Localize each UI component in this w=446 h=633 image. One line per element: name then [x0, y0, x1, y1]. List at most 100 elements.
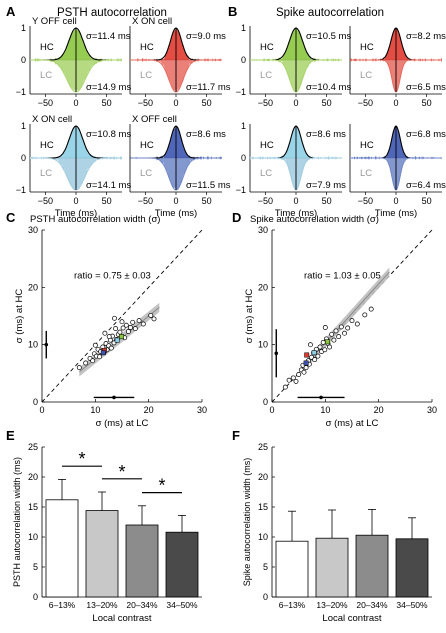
- y-mean-marker: [274, 351, 279, 356]
- autocorr-cell-8: HC LC σ=6.8 ms σ=6.4 ms −50 0 50 Time (ms): [349, 124, 446, 219]
- panel-letter-e: E: [6, 428, 15, 443]
- panel-letter-b: B: [228, 4, 237, 19]
- bar-panels: 0 5 10 15 20 25 6–13% 13–20% 20–34% 34–50% * * * Loca…: [12, 442, 432, 624]
- x-tick-label: 0: [393, 196, 398, 206]
- data-point: [76, 365, 82, 371]
- data-point: [148, 312, 154, 318]
- y-tick-label: 0: [263, 592, 268, 602]
- highlight-point: [100, 350, 106, 356]
- sigma-hc-label: σ=8.2 ms: [406, 31, 446, 42]
- sigma-hc-label: σ=10.5 ms: [306, 31, 351, 42]
- data-point: [354, 321, 360, 327]
- sigma-lc-label: σ=14.1 ms: [86, 180, 131, 191]
- x-tick-label: 50: [102, 196, 112, 206]
- scatter-panels: 0 10 20 30 0 10 20 30 ratio = 0.75 ± 0.03 σ (ms) …: [14, 225, 437, 429]
- fit-line: [308, 271, 390, 361]
- hc-label: HC: [260, 42, 274, 53]
- data-point: [102, 330, 108, 336]
- y-tick-label: 10: [28, 532, 38, 542]
- data-point: [151, 316, 157, 322]
- data-point: [362, 312, 368, 318]
- y-tick-label: 10: [28, 340, 38, 350]
- y-tick-label: 0: [33, 397, 38, 407]
- ratio-annotation: ratio = 1.03 ± 0.05: [304, 271, 381, 282]
- x-tick-label: −50: [358, 196, 373, 206]
- data-point: [120, 325, 126, 331]
- y-tick-label: 5: [33, 562, 38, 572]
- data-point: [282, 384, 288, 390]
- data-point: [112, 315, 117, 321]
- x-tick-label: 30: [197, 405, 207, 415]
- x-tick-label: −50: [258, 98, 273, 108]
- x-tick-label: 50: [422, 196, 432, 206]
- hc-label: HC: [260, 140, 274, 151]
- y-mean-marker: [44, 342, 49, 347]
- bar: [165, 531, 199, 598]
- hc-label: HC: [360, 42, 374, 53]
- data-point: [125, 329, 131, 334]
- x-tick-label: 50: [202, 196, 212, 206]
- x-tick-label: 50: [102, 98, 112, 108]
- panel-title-a: PSTH autocorrelation: [57, 7, 167, 19]
- y-tick-label: 0: [33, 592, 38, 602]
- bar: [125, 524, 159, 598]
- data-point: [132, 326, 138, 332]
- sigma-hc-label: σ=8.6 ms: [306, 129, 346, 140]
- significance-star: *: [118, 462, 125, 482]
- x-tick-label: −50: [258, 196, 273, 206]
- x-tick-label: 34–50%: [396, 600, 428, 610]
- data-point: [113, 326, 119, 332]
- y-tick-label: 5: [263, 562, 268, 572]
- y-tick-label: −1: [16, 185, 26, 195]
- x-axis-label: σ (ms) at LC: [326, 418, 379, 429]
- sigma-lc-label: σ=6.5 ms: [406, 82, 446, 93]
- highlight-point: [114, 337, 120, 343]
- x-axis-label: Time (ms): [155, 208, 197, 219]
- cell-type-label: Y OFF cell: [32, 16, 77, 27]
- x-tick-label: 20: [144, 405, 154, 415]
- autocorr-cell-6: HC LC σ=8.2 ms σ=6.5 ms −50 0 50: [349, 26, 446, 108]
- y-tick-label: 0: [21, 55, 26, 65]
- data-point: [119, 319, 125, 325]
- y-tick-label: 0: [263, 397, 268, 407]
- x-tick-label: 0: [293, 98, 298, 108]
- data-point: [293, 378, 299, 384]
- autocorr-cell-5: HC LC σ=10.5 ms σ=10.4 ms 1 0 −1 −50 0 50: [236, 23, 352, 108]
- data-point: [322, 347, 328, 353]
- x-axis-label: Time (ms): [375, 208, 417, 219]
- y-tick-label: 20: [28, 472, 38, 482]
- panel-letter-f: F: [232, 428, 240, 443]
- y-tick-label: 30: [28, 225, 38, 235]
- data-point: [123, 322, 129, 328]
- bar: [395, 538, 429, 598]
- data-point: [130, 319, 136, 325]
- data-point: [92, 342, 98, 348]
- y-tick-label: 0: [241, 153, 246, 163]
- bar: [355, 534, 389, 598]
- significance-star: *: [158, 476, 165, 496]
- x-tick-label: 0: [173, 196, 178, 206]
- data-point: [290, 375, 296, 381]
- bar: [45, 499, 79, 598]
- lc-label: LC: [140, 70, 152, 81]
- x-tick-label: 50: [422, 98, 432, 108]
- sigma-lc-label: σ=11.7 ms: [186, 82, 231, 93]
- data-point: [286, 377, 292, 383]
- highlight-point: [119, 334, 124, 340]
- x-axis-label: Local contrast: [92, 613, 152, 624]
- panel-title-d: Spike autocorrelation width (σ): [250, 214, 379, 225]
- significance-star: *: [78, 449, 85, 469]
- data-point: [317, 344, 323, 350]
- y-tick-label: 20: [28, 282, 38, 292]
- x-tick-label: 20: [374, 405, 384, 415]
- panel-letter-a: A: [6, 4, 16, 19]
- sigma-lc-label: σ=11.5 ms: [186, 180, 231, 191]
- sigma-hc-label: σ=10.8 ms: [86, 129, 131, 140]
- x-tick-label: 13–20%: [316, 600, 348, 610]
- x-tick-label: 0: [73, 98, 78, 108]
- autocorr-cell-1: HC LC Y OFF cell σ=11.4 ms σ=14.9 ms 1 0 −1 −50 0…: [16, 16, 132, 108]
- y-axis-label: σ (ms) at HC: [14, 289, 25, 344]
- lc-label: LC: [260, 70, 272, 81]
- highlight-point: [303, 360, 309, 366]
